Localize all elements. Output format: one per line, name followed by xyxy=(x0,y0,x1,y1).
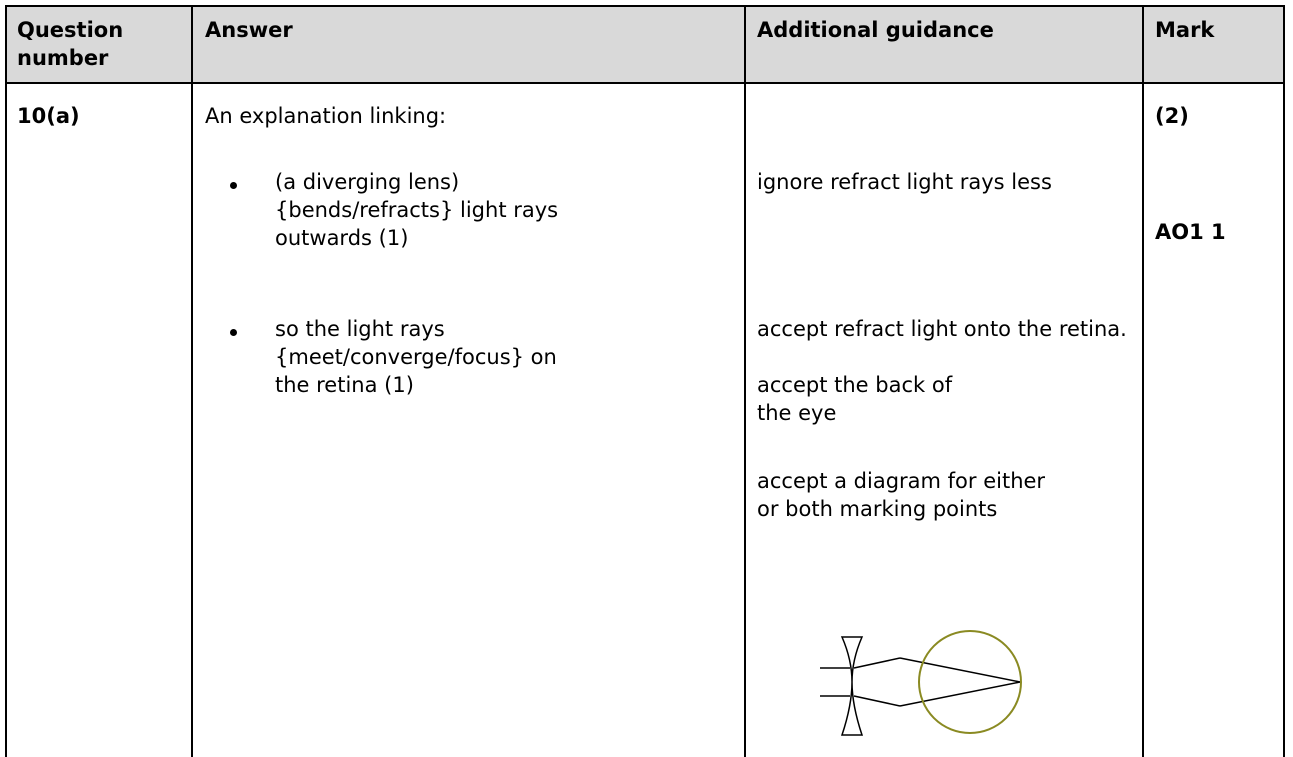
answer-bullet: (a diverging lens) {bends/refracts} ligh… xyxy=(275,170,559,250)
column-border xyxy=(191,5,193,757)
guidance-text: accept refract light onto the retina. xyxy=(757,317,1127,341)
header-cell: Answer xyxy=(205,18,293,42)
column-border xyxy=(744,5,746,757)
guidance-text: ignore refract light rays less xyxy=(757,170,1052,194)
table-border-top xyxy=(5,5,1285,7)
header-cell: Mark xyxy=(1155,18,1215,42)
answer-intro: An explanation linking: xyxy=(205,104,447,128)
column-border xyxy=(1283,5,1285,757)
question-number: 10(a) xyxy=(17,104,80,128)
bullet xyxy=(230,182,237,189)
header-cell: Additional guidance xyxy=(757,18,994,42)
guidance-text: accept a diagram for either or both mark… xyxy=(757,469,1046,521)
column-border xyxy=(5,5,7,757)
mark: (2) xyxy=(1155,104,1189,128)
header-background xyxy=(6,6,1283,82)
eye-diagram xyxy=(820,630,1022,736)
mark: AO1 1 xyxy=(1155,220,1226,244)
bullet xyxy=(230,329,237,336)
answer-bullet: so the light rays {meet/converge/focus} … xyxy=(275,317,557,397)
header-border-bottom xyxy=(5,82,1285,84)
column-border xyxy=(1142,5,1144,757)
header-cell: Question number xyxy=(17,18,124,70)
guidance-text: accept the back of the eye xyxy=(757,373,953,425)
